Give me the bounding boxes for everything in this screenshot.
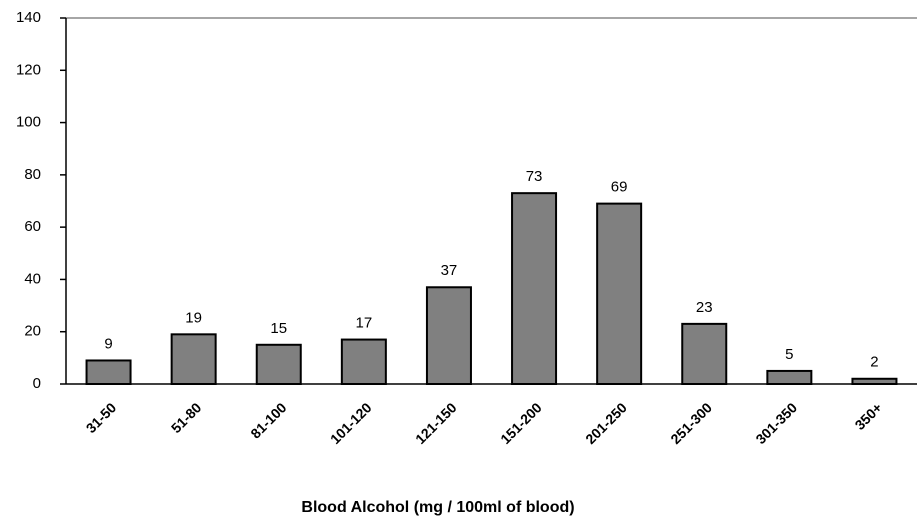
value-label: 73 — [526, 168, 543, 185]
value-label: 5 — [785, 346, 793, 363]
bar — [766, 369, 813, 385]
bar — [681, 322, 728, 385]
bar — [511, 192, 558, 385]
value-label: 69 — [611, 179, 628, 196]
x-tick-label: 31-50 — [83, 399, 120, 436]
y-tick-label: 140 — [16, 9, 41, 26]
x-tick-label: 350+ — [852, 399, 886, 433]
bar — [85, 359, 132, 386]
bar — [170, 333, 217, 386]
bar — [425, 286, 472, 385]
x-tick-label: 81-100 — [247, 399, 289, 441]
x-tick-label: 51-80 — [168, 399, 205, 436]
value-label: 17 — [356, 315, 373, 332]
bar — [255, 343, 302, 385]
value-label: 19 — [185, 309, 202, 326]
value-label: 15 — [270, 320, 287, 337]
x-tick-label: 151-200 — [497, 399, 545, 447]
value-label: 9 — [104, 335, 112, 352]
value-label: 23 — [696, 299, 713, 316]
bar — [851, 377, 898, 385]
value-label: 37 — [441, 262, 458, 279]
bar — [596, 202, 643, 385]
x-tick-label: 251-300 — [667, 399, 715, 447]
x-tick-label: 121-150 — [412, 399, 460, 447]
x-tick-label: 301-350 — [752, 399, 800, 447]
x-tick-label: 201-250 — [582, 399, 630, 447]
y-tick-label: 60 — [24, 218, 41, 235]
y-tick-label: 40 — [24, 270, 41, 287]
y-tick-label: 100 — [16, 114, 41, 131]
value-label: 2 — [870, 354, 878, 371]
bar — [340, 338, 387, 385]
y-tick-label: 20 — [24, 323, 41, 340]
y-tick-label: 0 — [33, 375, 41, 392]
y-tick-label: 80 — [24, 166, 41, 183]
x-tick-label: 101-120 — [327, 399, 375, 447]
x-axis-title: Blood Alcohol (mg / 100ml of blood) — [301, 499, 574, 516]
y-tick-label: 120 — [16, 61, 41, 78]
